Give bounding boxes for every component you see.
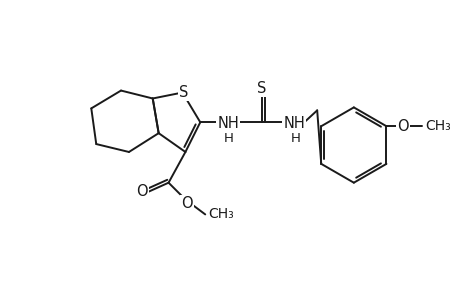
Text: CH₃: CH₃ (208, 207, 234, 221)
Text: NH: NH (217, 116, 238, 131)
Text: NH: NH (283, 116, 305, 131)
Text: H: H (290, 132, 300, 145)
Text: H: H (224, 132, 234, 145)
Text: O: O (397, 119, 408, 134)
Text: O: O (181, 196, 193, 211)
Text: O: O (136, 184, 147, 199)
Text: S: S (257, 81, 266, 96)
Text: CH₃: CH₃ (424, 119, 450, 133)
Text: S: S (179, 85, 188, 100)
